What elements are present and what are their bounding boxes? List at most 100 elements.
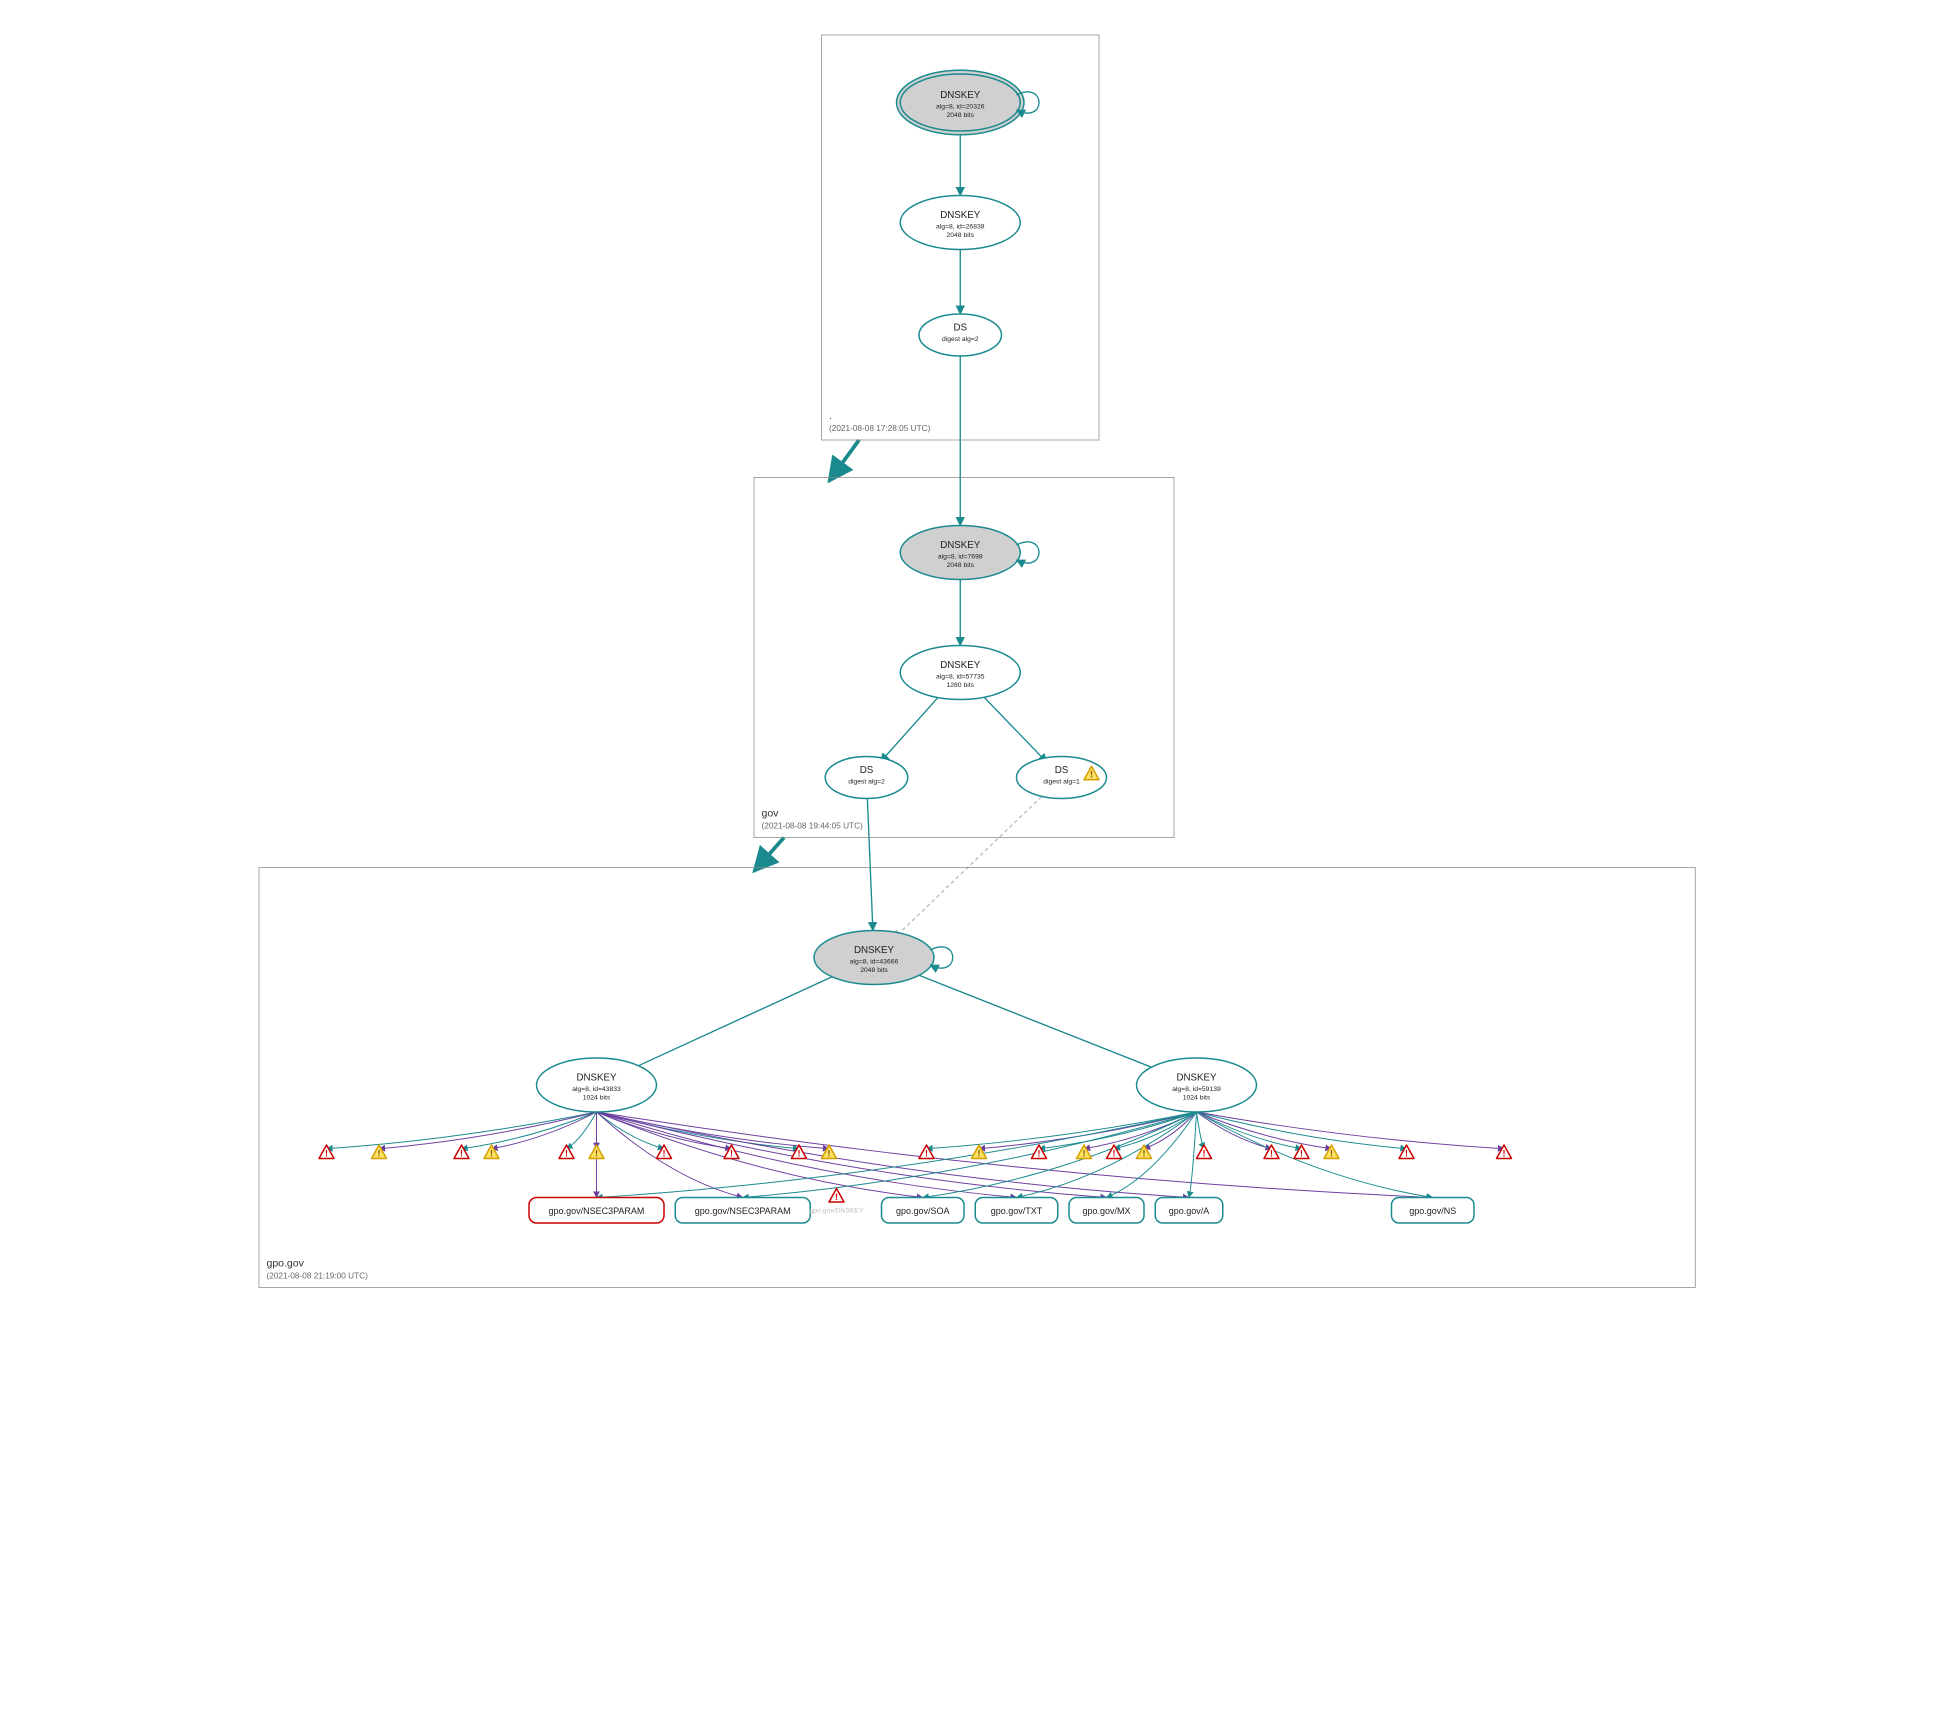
svg-text:gpo.gov/NSEC3PARAM: gpo.gov/NSEC3PARAM: [695, 1206, 791, 1216]
rr-txt: gpo.gov/TXT: [976, 1198, 1059, 1224]
fan-edge: [1197, 1112, 1505, 1149]
dnssec-diagram: .(2021-08-08 17:28:05 UTC)gov(2021-08-08…: [244, 20, 1710, 1303]
svg-text:2048 bits: 2048 bits: [947, 112, 975, 119]
svg-text:gpo.gov/MX: gpo.gov/MX: [1083, 1206, 1131, 1216]
fan-edge: [1197, 1112, 1205, 1149]
svg-text:(2021-08-08 19:44:05 UTC): (2021-08-08 19:44:05 UTC): [762, 822, 864, 831]
svg-text:!: !: [460, 1148, 463, 1158]
warning-icon: !: [1197, 1145, 1212, 1159]
edge: [868, 798, 874, 930]
svg-text:!: !: [828, 1148, 831, 1158]
svg-text:DNSKEY: DNSKEY: [941, 90, 982, 101]
node-root_ds: DS digest alg=2: [919, 314, 1002, 356]
warning-icon: !: [1324, 1145, 1339, 1159]
svg-text:digest alg=2: digest alg=2: [942, 336, 979, 343]
svg-text:gpo.gov/NSEC3PARAM: gpo.gov/NSEC3PARAM: [549, 1206, 645, 1216]
node-gpo_zsk2: DNSKEY alg=8, id=591391024 bits: [1137, 1058, 1257, 1112]
svg-text:!: !: [1405, 1148, 1408, 1158]
svg-text:!: !: [1203, 1148, 1206, 1158]
node-gov_ds1: DSdigest alg=2: [826, 757, 909, 799]
svg-text:!: !: [1038, 1148, 1041, 1158]
svg-text:(2021-08-08 21:19:00 UTC): (2021-08-08 21:19:00 UTC): [267, 1272, 369, 1281]
svg-text:alg=8, id=59139: alg=8, id=59139: [1173, 1086, 1222, 1093]
node-gov_zsk: DNSKEYalg=8, id=577351280 bits: [901, 646, 1021, 700]
fan-edge: [462, 1112, 597, 1149]
rr-nsec3a: gpo.gov/NSEC3PARAM: [529, 1198, 664, 1224]
node-root_ksk: DNSKEY alg=8, id=203262048 bits: [897, 70, 1040, 135]
svg-text:DS: DS: [1055, 765, 1069, 776]
edge: [621, 969, 849, 1074]
svg-text:1280 bits: 1280 bits: [947, 682, 975, 689]
warning-icon: !: [972, 1145, 987, 1159]
rr-nsec3b: gpo.gov/NSEC3PARAM: [676, 1198, 811, 1224]
warning-icon: !: [372, 1145, 387, 1159]
svg-text:DNSKEY: DNSKEY: [1177, 1073, 1218, 1084]
svg-text:alg=8, id=7698: alg=8, id=7698: [938, 554, 983, 561]
edge: [979, 692, 1047, 762]
node-gov_ds2: DS digest alg=1!: [1017, 757, 1107, 799]
svg-text:!: !: [663, 1148, 666, 1158]
svg-text:!: !: [1270, 1148, 1273, 1158]
svg-text:!: !: [1083, 1148, 1086, 1158]
svg-text:DS: DS: [954, 323, 968, 334]
svg-text:DNSKEY: DNSKEY: [941, 540, 982, 551]
svg-text:.: .: [829, 410, 832, 422]
rr-a: gpo.gov/A: [1156, 1198, 1224, 1224]
svg-text:!: !: [1330, 1148, 1333, 1158]
svg-text:!: !: [490, 1148, 493, 1158]
svg-text:!: !: [730, 1148, 733, 1158]
svg-text:!: !: [378, 1148, 381, 1158]
rr-ns: gpo.gov/NS: [1392, 1198, 1475, 1224]
svg-text:!: !: [925, 1148, 928, 1158]
warning-icon: !: [829, 1189, 844, 1203]
warning-icon: !: [1497, 1145, 1512, 1159]
zone-gpo: [259, 868, 1695, 1288]
svg-text:!: !: [1113, 1148, 1116, 1158]
svg-text:DS: DS: [860, 765, 874, 776]
svg-text:gpo.gov/DNSKEY: gpo.gov/DNSKEY: [810, 1208, 864, 1215]
svg-text:!: !: [595, 1148, 598, 1158]
svg-text:!: !: [1300, 1148, 1303, 1158]
svg-text:gpo.gov/SOA: gpo.gov/SOA: [896, 1206, 950, 1216]
svg-text:alg=8, id=43666: alg=8, id=43666: [850, 959, 899, 966]
warning-icon: !: [919, 1145, 934, 1159]
svg-text:!: !: [1143, 1148, 1146, 1158]
node-gpo_zsk1: DNSKEYalg=8, id=438331024 bits: [537, 1058, 657, 1112]
svg-text:digest alg=1: digest alg=1: [1044, 779, 1081, 786]
svg-text:!: !: [325, 1148, 328, 1158]
node-gov_ksk: DNSKEYalg=8, id=76982048 bits: [901, 526, 1040, 580]
rr-mx: gpo.gov/MX: [1069, 1198, 1144, 1224]
warning-icon: !: [454, 1145, 469, 1159]
rr-edge: [597, 1112, 1197, 1198]
edge: [894, 792, 1047, 939]
svg-text:gpo.gov/NS: gpo.gov/NS: [1410, 1206, 1457, 1216]
svg-text:DNSKEY: DNSKEY: [854, 945, 895, 956]
svg-text:alg=8, id=43833: alg=8, id=43833: [573, 1086, 622, 1093]
svg-text:DNSKEY: DNSKEY: [577, 1073, 618, 1084]
svg-text:!: !: [835, 1192, 838, 1202]
svg-text:DNSKEY: DNSKEY: [941, 660, 982, 671]
svg-text:!: !: [798, 1148, 801, 1158]
zone-delegation-edge: [829, 440, 859, 481]
node-root_zsk: DNSKEYalg=8, id=268382048 bits: [901, 196, 1021, 250]
zone-delegation-edge: [754, 838, 784, 872]
warning-icon: !: [589, 1145, 604, 1159]
svg-text:1024 bits: 1024 bits: [1183, 1094, 1211, 1101]
warning-icon: !: [559, 1145, 574, 1159]
svg-text:DNSKEY: DNSKEY: [941, 210, 982, 221]
rr-soa: gpo.gov/SOA: [882, 1198, 965, 1224]
fan-edge: [379, 1112, 597, 1149]
edge: [899, 967, 1171, 1075]
svg-text:alg=8, id=26838: alg=8, id=26838: [936, 224, 985, 231]
svg-text:!: !: [1503, 1148, 1506, 1158]
svg-text:gpo.gov: gpo.gov: [267, 1258, 305, 1270]
warning-icon: !: [724, 1145, 739, 1159]
svg-text:alg=8, id=20326: alg=8, id=20326: [936, 104, 985, 111]
rr-edge: [597, 1112, 1190, 1198]
edge: [881, 693, 943, 762]
svg-text:!: !: [978, 1148, 981, 1158]
svg-text:gpo.gov/TXT: gpo.gov/TXT: [991, 1206, 1043, 1216]
rr-edge: [1189, 1112, 1197, 1198]
svg-text:!: !: [1090, 770, 1093, 780]
node-gpo_ksk: DNSKEYalg=8, id=436662048 bits: [814, 931, 953, 985]
